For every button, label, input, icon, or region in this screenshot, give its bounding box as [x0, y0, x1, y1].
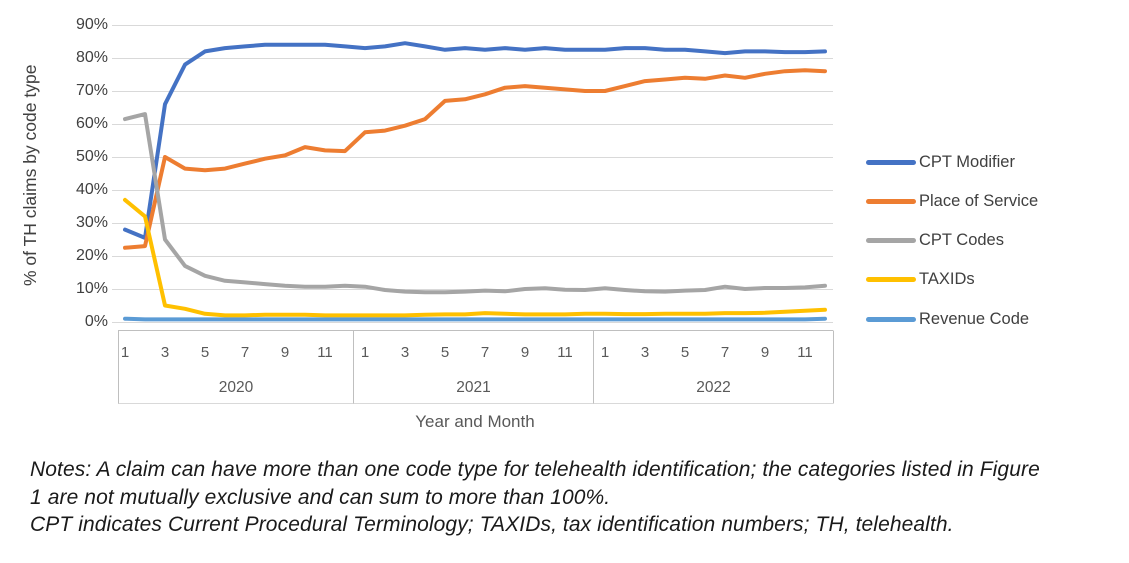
x-axis-title: Year and Month — [415, 412, 535, 431]
month-tick-label: 3 — [160, 344, 170, 361]
month-tick-label: 5 — [680, 344, 690, 361]
month-tick-label: 9 — [280, 344, 290, 361]
year-label: 2021 — [456, 379, 491, 396]
legend-swatch-icon — [866, 238, 916, 243]
y-tick-label: 20% — [75, 247, 108, 264]
month-tick-label: 11 — [317, 344, 333, 361]
legend-label: Revenue Code — [919, 309, 1030, 328]
legend-label: CPT Modifier — [919, 152, 1015, 171]
legend-item-taxids: TAXIDs — [866, 268, 975, 292]
month-tick-label: 9 — [520, 344, 530, 361]
series-line-cpt-codes — [123, 112, 827, 295]
notes-line: CPT indicates Current Procedural Termino… — [30, 513, 954, 536]
legend-swatch-icon — [866, 198, 916, 204]
month-tick-label: 7 — [240, 344, 250, 361]
month-tick-label: 7 — [480, 344, 490, 361]
month-tick-label: 9 — [760, 344, 770, 361]
series-line-taxids — [123, 197, 827, 318]
legend-item-cpt-codes: CPT Codes — [866, 229, 1004, 253]
y-tick-label: 70% — [75, 82, 108, 99]
y-tick-label: 0% — [84, 313, 108, 330]
year-label: 2020 — [218, 379, 254, 396]
legend-item-place-of-service: Place of Service — [866, 189, 1038, 213]
y-tick-label: 10% — [75, 280, 108, 297]
legend-item-cpt-modifier: CPT Modifier — [866, 150, 1015, 174]
month-tick-label: 11 — [557, 344, 573, 361]
plot-area — [112, 25, 834, 404]
month-tick-label: 11 — [797, 344, 813, 361]
y-tick-label: 30% — [75, 214, 108, 231]
y-tick-label: 40% — [75, 181, 108, 198]
legend-label: TAXIDs — [919, 270, 975, 289]
y-tick-label: 50% — [75, 148, 108, 165]
series-line-revenue-code — [123, 316, 827, 322]
legend-label: CPT Codes — [919, 231, 1004, 249]
series-line-place-of-service — [123, 68, 827, 250]
notes-line: 1 are not mutually exclusive and can sum… — [30, 485, 611, 509]
month-tick-label: 1 — [360, 344, 370, 361]
month-tick-label: 5 — [200, 344, 210, 361]
month-tick-label: 7 — [720, 344, 730, 361]
notes-line: Notes: A claim can have more than one co… — [30, 458, 1040, 481]
y-axis-title: % of TH claims by code type — [20, 64, 40, 286]
y-tick-label: 60% — [75, 115, 108, 132]
month-tick-label: 5 — [440, 344, 450, 361]
legend-item-revenue-code: Revenue Code — [866, 307, 1029, 331]
legend-swatch-icon — [866, 159, 916, 165]
notes: Notes: A claim can have more than one co… — [30, 456, 1120, 539]
month-tick-label: 3 — [400, 344, 410, 361]
year-label: 2022 — [696, 379, 731, 396]
y-tick-label: 90% — [75, 16, 108, 33]
series-line-cpt-modifier — [123, 41, 827, 240]
legend-swatch-icon — [866, 316, 916, 322]
legend-label: Place of Service — [919, 191, 1039, 210]
y-tick-label: 80% — [75, 49, 108, 66]
month-tick-label: 1 — [120, 344, 130, 361]
month-tick-label: 1 — [600, 344, 610, 361]
month-tick-label: 3 — [640, 344, 650, 361]
legend-swatch-icon — [866, 277, 916, 283]
